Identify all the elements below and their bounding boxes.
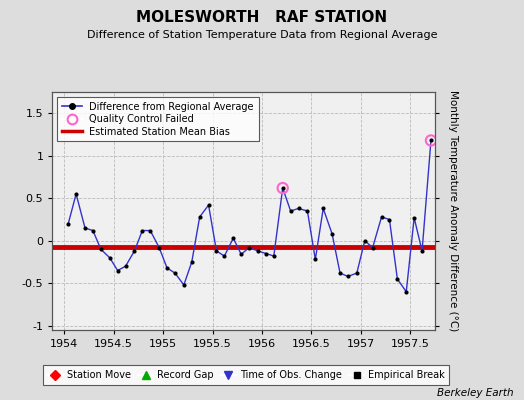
Point: [319, 205, 328, 212]
Point: [410, 214, 418, 221]
Point: [130, 248, 139, 254]
Point: [171, 270, 179, 276]
Point: [344, 273, 352, 280]
Point: [427, 137, 435, 144]
Point: [279, 185, 287, 191]
Point: [163, 265, 171, 271]
Point: [155, 244, 163, 251]
Point: [89, 227, 97, 234]
Point: [113, 267, 122, 274]
Point: [96, 246, 105, 252]
Point: [220, 253, 228, 259]
Point: [393, 276, 401, 282]
Point: [72, 191, 80, 197]
Point: [146, 227, 155, 234]
Text: Berkeley Earth: Berkeley Earth: [437, 388, 514, 398]
Point: [427, 137, 435, 144]
Point: [229, 235, 237, 241]
Point: [122, 263, 130, 270]
Point: [212, 248, 221, 254]
Point: [303, 208, 312, 214]
Point: [245, 244, 253, 251]
Point: [402, 288, 410, 295]
Point: [279, 185, 287, 191]
Point: [105, 254, 114, 261]
Text: Difference of Station Temperature Data from Regional Average: Difference of Station Temperature Data f…: [87, 30, 437, 40]
Point: [204, 202, 213, 208]
Point: [418, 248, 426, 254]
Point: [254, 248, 262, 254]
Point: [377, 214, 386, 220]
Point: [138, 227, 147, 234]
Point: [368, 244, 377, 251]
Point: [294, 205, 303, 212]
Legend: Station Move, Record Gap, Time of Obs. Change, Empirical Break: Station Move, Record Gap, Time of Obs. C…: [43, 365, 450, 385]
Point: [287, 208, 295, 214]
Point: [64, 220, 72, 227]
Point: [311, 256, 320, 263]
Legend: Difference from Regional Average, Quality Control Failed, Estimated Station Mean: Difference from Regional Average, Qualit…: [57, 97, 259, 142]
Point: [261, 250, 270, 257]
Point: [353, 270, 361, 276]
Point: [195, 214, 204, 220]
Point: [385, 216, 394, 223]
Point: [328, 231, 336, 237]
Point: [237, 251, 245, 258]
Text: MOLESWORTH   RAF STATION: MOLESWORTH RAF STATION: [136, 10, 388, 25]
Y-axis label: Monthly Temperature Anomaly Difference (°C): Monthly Temperature Anomaly Difference (…: [448, 90, 458, 332]
Point: [81, 225, 89, 231]
Point: [180, 282, 188, 288]
Point: [361, 238, 369, 244]
Point: [270, 253, 278, 259]
Point: [336, 270, 344, 276]
Point: [188, 259, 196, 265]
